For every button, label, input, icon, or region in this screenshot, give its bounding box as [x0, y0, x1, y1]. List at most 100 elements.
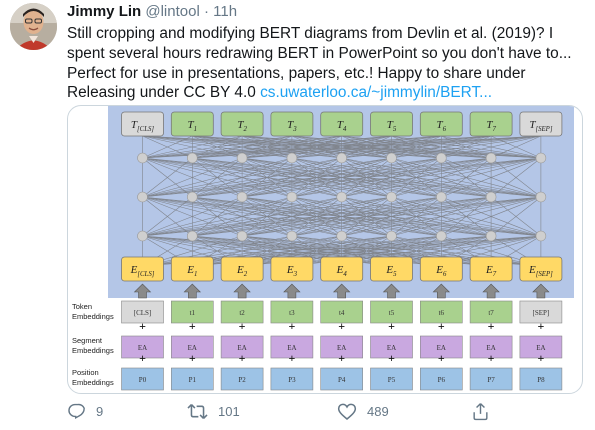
row-label-token: Embeddings: [72, 312, 114, 321]
attention-line: [391, 157, 541, 198]
segment-embedding-box: [320, 335, 363, 359]
hidden-node: [187, 152, 198, 164]
hidden-node: [535, 230, 547, 242]
plus-sign: +: [288, 319, 295, 333]
attention-line: [391, 196, 541, 237]
attention-line: [142, 157, 243, 198]
up-arrow: [432, 283, 451, 299]
token-embedding-label: t7: [488, 309, 494, 317]
plus-sign: +: [388, 319, 395, 333]
attention-line: [341, 157, 541, 198]
attention-line: [142, 196, 342, 237]
hidden-node: [236, 191, 248, 203]
segment-embedding-label: EA: [138, 344, 147, 352]
output-box: [419, 111, 463, 137]
attention-line: [142, 135, 492, 159]
up-arrow: [233, 283, 251, 299]
attention-line: [142, 157, 392, 198]
share-action[interactable]: [471, 402, 490, 421]
plus-sign: +: [488, 351, 495, 365]
position-embedding-box: [469, 367, 513, 391]
hidden-node: [286, 191, 298, 203]
output-box: [121, 111, 164, 137]
attention-line: [391, 135, 541, 159]
hidden-node: [485, 230, 497, 242]
position-embedding-box: [121, 367, 164, 391]
position-embedding-box: [320, 367, 363, 391]
segment-embedding-box: [171, 335, 214, 359]
attention-line: [490, 196, 542, 237]
segment-embedding-box: [270, 335, 314, 359]
segment-embedding-box: [370, 335, 413, 359]
input-embedding-box: [370, 256, 413, 282]
segment-embedding-box: [519, 335, 563, 359]
token-embedding-label: [CLS]: [134, 309, 152, 317]
plus-sign: +: [239, 319, 246, 333]
input-embedding-box: [519, 256, 563, 282]
input-label: E2: [236, 264, 248, 278]
hidden-node: [286, 152, 298, 164]
attention-line: [142, 157, 541, 198]
attention-line: [192, 135, 541, 159]
attention-line: [192, 157, 541, 198]
input-embedding-box: [170, 256, 214, 282]
token-embedding-box: [469, 300, 513, 324]
tweet-text: Still cropping and modifying BERT diagra…: [67, 24, 583, 103]
input-embedding-box: [419, 256, 463, 282]
output-label: T5: [387, 119, 397, 133]
avatar[interactable]: [10, 3, 57, 50]
up-arrow: [332, 283, 351, 299]
retweet-action[interactable]: 101: [187, 402, 240, 421]
token-embedding-box: [519, 300, 563, 324]
output-label: T[CLS]: [131, 119, 155, 133]
token-embedding-label: t3: [289, 309, 295, 317]
plus-sign: +: [438, 319, 445, 333]
action-bar: 9 101 489: [67, 402, 547, 424]
author-handle[interactable]: @lintool: [145, 3, 200, 20]
attention-line: [142, 196, 492, 237]
input-label: E[CLS]: [130, 264, 155, 278]
tweet-link[interactable]: cs.uwaterloo.ca/~jimmylin/BERT...: [260, 84, 493, 102]
up-arrow: [482, 283, 500, 299]
output-box: [270, 111, 314, 137]
reply-icon: [68, 403, 85, 420]
segment-embedding-box: [419, 335, 463, 359]
hidden-node: [137, 191, 148, 203]
up-arrow: [283, 283, 301, 299]
plus-sign: +: [338, 351, 345, 365]
retweet-icon: [187, 404, 208, 419]
position-embedding-box: [370, 367, 413, 391]
attention-line: [192, 196, 541, 237]
position-embedding-label: P2: [238, 376, 246, 384]
segment-embedding-box: [220, 335, 264, 359]
hidden-node: [435, 230, 447, 242]
tweet-header: Jimmy Lin @lintool · 11h: [67, 3, 237, 20]
position-embedding-box: [220, 367, 264, 391]
position-embedding-label: P0: [139, 376, 147, 384]
plus-sign: +: [488, 319, 495, 333]
position-embedding-label: P1: [189, 376, 197, 384]
attention-lines: [142, 135, 542, 267]
tweet-media[interactable]: T[CLS] T1 T2 T3 T4 T5 T6 T7 T[SEP] E[CLS] E1 E2 E3 E4…: [67, 105, 583, 394]
like-count: 489: [367, 404, 389, 419]
plus-sign: +: [537, 351, 544, 365]
attention-line: [142, 235, 292, 267]
attention-line: [142, 196, 292, 237]
row-label-segment: Embeddings: [72, 346, 114, 355]
reply-action[interactable]: 9: [67, 402, 103, 421]
position-embedding-label: P8: [537, 376, 545, 384]
input-label: E4: [336, 264, 348, 278]
position-embedding-label: P3: [288, 376, 296, 384]
token-embedding-box: [370, 300, 413, 324]
timestamp[interactable]: 11h: [213, 3, 238, 20]
plus-sign: +: [338, 319, 345, 333]
hidden-node: [386, 152, 397, 164]
plus-sign: +: [139, 351, 146, 365]
output-label: T4: [337, 119, 347, 133]
attention-line: [142, 157, 193, 198]
share-icon: [473, 403, 488, 421]
output-label: T7: [486, 119, 496, 133]
like-action[interactable]: 489: [337, 402, 389, 421]
author-name[interactable]: Jimmy Lin: [67, 3, 142, 20]
bert-diagram: T[CLS] T1 T2 T3 T4 T5 T6 T7 T[SEP] E[CLS] E1 E2 E3 E4…: [72, 106, 574, 391]
